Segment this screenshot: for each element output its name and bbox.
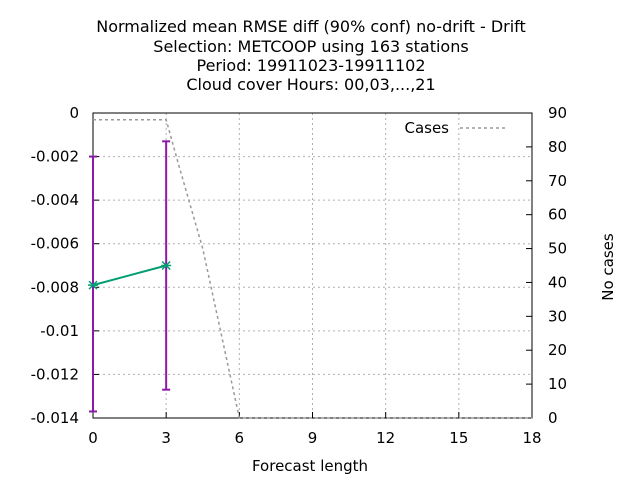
y-tick-label: -0.004 (31, 191, 79, 209)
grid (93, 113, 532, 418)
y2-tick-label: 80 (548, 138, 567, 156)
mean-diff-line (92, 264, 167, 287)
x-tick-label: 15 (449, 429, 468, 447)
y2-tick-label: 10 (548, 375, 567, 393)
cases-line (93, 119, 532, 419)
title-line-4: Cloud cover Hours: 00,03,...,21 (186, 75, 435, 94)
y2-tick-label: 90 (548, 104, 567, 122)
y2-axis-ticks: 0 10 20 30 40 50 60 70 80 90 (526, 104, 567, 427)
x-tick-label: 0 (88, 429, 98, 447)
legend: Cases (404, 119, 506, 137)
y2-tick-label: 30 (548, 307, 567, 325)
x-axis-ticks: 0 3 6 9 12 15 18 (88, 412, 542, 447)
x-tick-label: 3 (161, 429, 171, 447)
legend-label-cases: Cases (404, 119, 449, 137)
y2-tick-label: 20 (548, 341, 567, 359)
series-mean-diff (88, 260, 172, 290)
x-tick-label: 18 (522, 429, 541, 447)
x-tick-label: 6 (235, 429, 245, 447)
title-line-1: Normalized mean RMSE diff (90% conf) no-… (96, 17, 526, 36)
title-line-3: Period: 19911023-19911102 (196, 56, 425, 75)
series-cases (93, 119, 532, 419)
y2-tick-label: 40 (548, 273, 567, 291)
y-tick-label: -0.014 (31, 409, 79, 427)
x-axis-label: Forecast length (252, 457, 368, 475)
y-tick-label: 0 (69, 104, 79, 122)
y-axis-ticks: 0 -0.002 -0.004 -0.006 -0.008 -0.01 -0.012 -0.0… (31, 104, 99, 427)
y-tick-label: -0.012 (31, 365, 79, 383)
title-line-2: Selection: METCOOP using 163 stations (153, 37, 468, 56)
y2-tick-label: 0 (548, 409, 558, 427)
y2-tick-label: 50 (548, 240, 567, 258)
y-tick-label: -0.01 (40, 322, 79, 340)
x-tick-label: 12 (376, 429, 395, 447)
x-tick-label: 9 (308, 429, 318, 447)
mean-diff-point (88, 280, 98, 290)
chart-title: Normalized mean RMSE diff (90% conf) no-… (96, 17, 526, 94)
y-tick-label: -0.002 (31, 148, 79, 166)
y2-axis-label: No cases (599, 233, 617, 301)
y2-tick-label: 70 (548, 172, 567, 190)
mean-diff-point (161, 260, 172, 271)
y2-tick-label: 60 (548, 206, 567, 224)
y-tick-label: -0.008 (31, 278, 79, 296)
y-tick-label: -0.006 (31, 235, 79, 253)
series-errorbars (89, 140, 171, 413)
